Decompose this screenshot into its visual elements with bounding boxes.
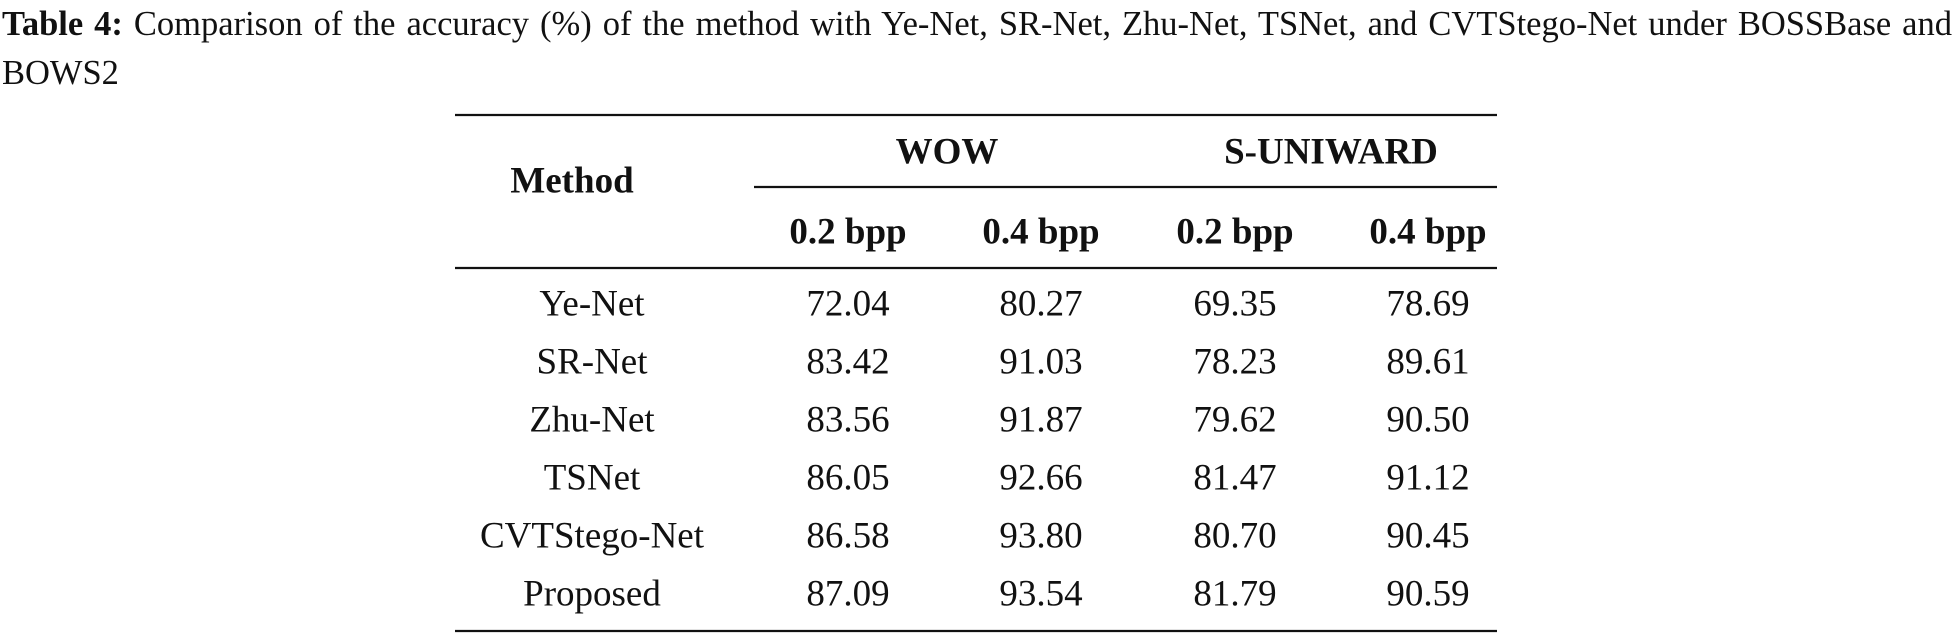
cell: 91.87 — [999, 399, 1082, 440]
cell: 92.66 — [999, 457, 1082, 498]
cell: 83.42 — [806, 341, 889, 382]
cell: 80.27 — [999, 283, 1082, 324]
cell: 93.54 — [999, 573, 1082, 614]
cell: 72.04 — [806, 283, 889, 324]
cell: 89.61 — [1386, 341, 1469, 382]
caption: Table 4: Comparison of the accuracy (%) … — [2, 0, 1952, 98]
cell: 81.47 — [1193, 457, 1276, 498]
group-header: WOW — [896, 131, 999, 172]
group-header: S-UNIWARD — [1224, 131, 1438, 172]
cell: 87.09 — [806, 573, 889, 614]
cell: 90.50 — [1386, 399, 1469, 440]
cell: 78.23 — [1193, 341, 1276, 382]
method-name: Proposed — [523, 573, 661, 614]
subheader: 0.2 bpp — [1176, 211, 1293, 252]
caption-label: Table 4: — [2, 5, 123, 43]
method-name: CVTStego-Net — [480, 515, 705, 556]
subheader: 0.4 bpp — [982, 211, 1099, 252]
cell: 79.62 — [1193, 399, 1276, 440]
cell: 81.79 — [1193, 573, 1276, 614]
cell: 83.56 — [806, 399, 889, 440]
cell: 91.12 — [1386, 457, 1469, 498]
cell: 86.58 — [806, 515, 889, 556]
method-header: Method — [510, 160, 634, 201]
cell: 78.69 — [1386, 283, 1469, 324]
method-name: Zhu-Net — [529, 399, 655, 440]
caption-text: Comparison of the accuracy (%) of the me… — [2, 5, 1952, 92]
cell: 86.05 — [806, 457, 889, 498]
subheader: 0.2 bpp — [789, 211, 906, 252]
cell: 91.03 — [999, 341, 1082, 382]
cell: 90.59 — [1386, 573, 1469, 614]
method-name: Ye-Net — [539, 283, 645, 324]
method-name: SR-Net — [537, 341, 649, 382]
cell: 90.45 — [1386, 515, 1469, 556]
cell: 80.70 — [1193, 515, 1276, 556]
cell: 93.80 — [999, 515, 1082, 556]
subheader: 0.4 bpp — [1369, 211, 1486, 252]
method-name: TSNet — [544, 457, 641, 498]
cell: 69.35 — [1193, 283, 1276, 324]
